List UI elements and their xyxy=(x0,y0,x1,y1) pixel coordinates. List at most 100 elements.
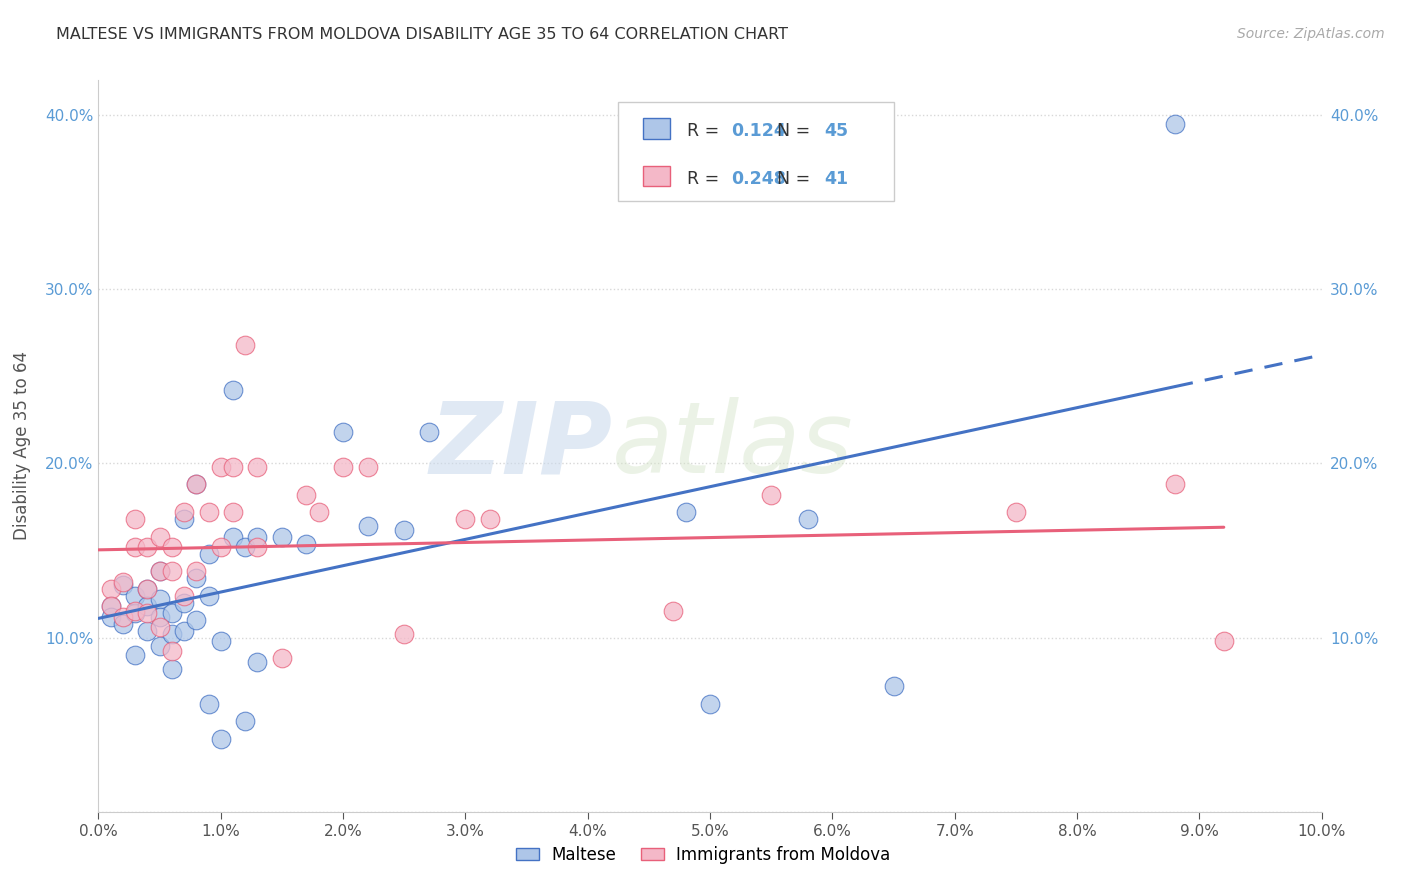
Point xyxy=(246,530,269,544)
Text: 0.124: 0.124 xyxy=(731,122,786,140)
Point xyxy=(270,530,292,544)
Point xyxy=(270,651,292,665)
Point xyxy=(209,634,232,648)
Point xyxy=(478,512,501,526)
FancyBboxPatch shape xyxy=(619,103,893,201)
Point xyxy=(160,540,183,554)
Point xyxy=(233,338,256,352)
Point xyxy=(222,505,245,519)
Point xyxy=(186,477,208,491)
Point xyxy=(173,624,195,638)
Text: N =: N = xyxy=(778,122,815,140)
Point xyxy=(149,609,172,624)
Point xyxy=(699,697,721,711)
Point xyxy=(1004,505,1026,519)
Point xyxy=(295,536,318,550)
Point xyxy=(173,589,195,603)
Point xyxy=(222,459,245,474)
FancyBboxPatch shape xyxy=(643,119,669,139)
Point xyxy=(160,606,183,620)
Point xyxy=(160,627,183,641)
Text: Source: ZipAtlas.com: Source: ZipAtlas.com xyxy=(1237,27,1385,41)
Point xyxy=(197,505,219,519)
Point xyxy=(173,596,195,610)
Y-axis label: Disability Age 35 to 64: Disability Age 35 to 64 xyxy=(13,351,31,541)
Point xyxy=(883,679,905,693)
Point xyxy=(222,384,245,398)
Point xyxy=(1164,117,1187,131)
Text: MALTESE VS IMMIGRANTS FROM MOLDOVA DISABILITY AGE 35 TO 64 CORRELATION CHART: MALTESE VS IMMIGRANTS FROM MOLDOVA DISAB… xyxy=(56,27,789,42)
Point xyxy=(246,459,269,474)
Point xyxy=(209,459,232,474)
Point xyxy=(149,565,172,579)
Point xyxy=(160,662,183,676)
Point xyxy=(160,644,183,658)
Point xyxy=(246,540,269,554)
Point xyxy=(186,477,208,491)
Point xyxy=(759,488,782,502)
Point xyxy=(186,571,208,585)
Text: atlas: atlas xyxy=(612,398,853,494)
Point xyxy=(136,540,159,554)
Point xyxy=(392,523,416,537)
Point xyxy=(173,505,195,519)
Point xyxy=(136,582,159,596)
Point xyxy=(124,648,146,662)
Point xyxy=(356,519,378,533)
Point xyxy=(124,589,146,603)
Point xyxy=(662,604,685,618)
Point xyxy=(186,565,208,579)
Legend: Maltese, Immigrants from Moldova: Maltese, Immigrants from Moldova xyxy=(509,839,897,871)
Point xyxy=(124,540,146,554)
Point xyxy=(136,582,159,596)
Point xyxy=(100,582,122,596)
FancyBboxPatch shape xyxy=(643,166,669,186)
Point xyxy=(233,714,256,728)
Point xyxy=(418,425,440,439)
Point xyxy=(222,530,245,544)
Point xyxy=(111,609,134,624)
Point xyxy=(124,512,146,526)
Point xyxy=(111,616,134,631)
Point xyxy=(173,512,195,526)
Point xyxy=(392,627,416,641)
Text: 41: 41 xyxy=(824,170,848,188)
Point xyxy=(136,624,159,638)
Point xyxy=(454,512,477,526)
Text: N =: N = xyxy=(778,170,815,188)
Point xyxy=(149,592,172,607)
Text: 45: 45 xyxy=(824,122,848,140)
Point xyxy=(186,613,208,627)
Text: R =: R = xyxy=(686,122,724,140)
Point xyxy=(209,731,232,746)
Point xyxy=(149,620,172,634)
Point xyxy=(332,425,354,439)
Point xyxy=(136,606,159,620)
Point xyxy=(124,604,146,618)
Point xyxy=(197,697,219,711)
Point xyxy=(100,609,122,624)
Point xyxy=(149,530,172,544)
Point xyxy=(111,574,134,589)
Point xyxy=(100,599,122,614)
Point xyxy=(136,599,159,614)
Point xyxy=(1212,634,1234,648)
Point xyxy=(356,459,378,474)
Point xyxy=(209,540,232,554)
Point xyxy=(149,640,172,654)
Text: ZIP: ZIP xyxy=(429,398,612,494)
Text: R =: R = xyxy=(686,170,724,188)
Point xyxy=(1164,477,1187,491)
Point xyxy=(197,589,219,603)
Point xyxy=(124,606,146,620)
Point xyxy=(160,565,183,579)
Point xyxy=(295,488,318,502)
Point xyxy=(797,512,820,526)
Point xyxy=(233,540,256,554)
Point xyxy=(149,565,172,579)
Point xyxy=(197,547,219,561)
Point xyxy=(246,655,269,669)
Point xyxy=(332,459,354,474)
Point xyxy=(308,505,330,519)
Point xyxy=(100,599,122,614)
